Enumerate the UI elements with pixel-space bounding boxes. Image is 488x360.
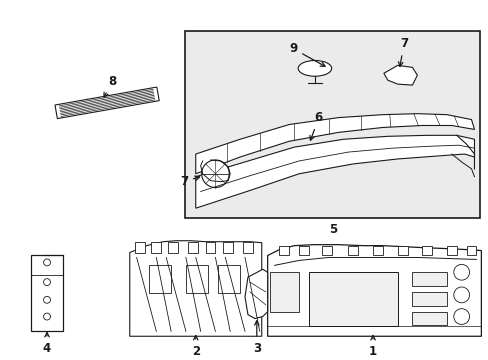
Polygon shape — [129, 241, 261, 336]
Bar — [151, 242, 161, 253]
Bar — [184, 31, 479, 218]
Bar — [149, 265, 171, 293]
Bar — [134, 242, 144, 253]
Bar — [446, 246, 456, 256]
Bar — [411, 292, 446, 306]
Bar — [223, 242, 233, 253]
Text: 1: 1 — [368, 336, 376, 357]
Polygon shape — [31, 256, 62, 331]
Polygon shape — [383, 66, 416, 85]
Text: 4: 4 — [43, 333, 51, 355]
Bar — [411, 312, 446, 325]
Polygon shape — [195, 114, 473, 174]
Bar — [187, 242, 197, 253]
Bar — [466, 246, 475, 256]
Bar — [411, 272, 446, 286]
Circle shape — [453, 287, 468, 303]
Bar — [205, 242, 215, 253]
Bar — [422, 246, 431, 256]
Circle shape — [453, 309, 468, 324]
Text: 6: 6 — [309, 111, 323, 140]
Circle shape — [43, 313, 50, 320]
Circle shape — [43, 296, 50, 303]
Polygon shape — [267, 245, 480, 336]
Bar — [243, 242, 252, 253]
Bar — [397, 246, 407, 256]
Bar — [372, 246, 382, 256]
Circle shape — [201, 160, 229, 188]
Polygon shape — [244, 269, 267, 319]
Bar — [168, 242, 178, 253]
Bar — [218, 265, 240, 293]
Text: 8: 8 — [104, 75, 116, 97]
Text: 7: 7 — [180, 175, 199, 188]
Circle shape — [43, 279, 50, 285]
Bar — [347, 246, 358, 256]
Bar — [321, 246, 331, 256]
Bar — [308, 272, 397, 327]
Text: 7: 7 — [398, 37, 407, 67]
Circle shape — [453, 264, 468, 280]
Ellipse shape — [298, 60, 331, 76]
Text: 5: 5 — [329, 224, 337, 237]
Bar — [185, 265, 207, 293]
Bar — [269, 272, 299, 312]
Circle shape — [43, 259, 50, 266]
Bar — [299, 246, 308, 256]
Polygon shape — [195, 135, 473, 208]
Text: 2: 2 — [191, 336, 200, 357]
Text: 3: 3 — [252, 321, 260, 355]
Bar — [279, 246, 289, 256]
Polygon shape — [55, 87, 159, 118]
Text: 9: 9 — [288, 42, 325, 66]
